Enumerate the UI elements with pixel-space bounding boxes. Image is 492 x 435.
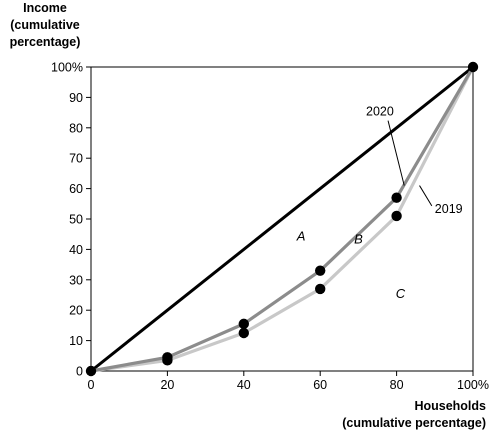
data-point-2020 [391,192,402,203]
x-tick-label: 0 [88,378,95,392]
data-point-2019 [238,327,249,339]
end-point [467,61,479,73]
x-axis-ticks: 0 20 40 60 80 100% [88,371,489,392]
data-point-2019 [315,283,326,295]
line-of-equality [90,65,474,373]
annotation-leader-2020 [387,120,405,186]
annotation-label-2019: 2019 [435,202,463,216]
series-line-2020 [90,66,475,373]
area-labels: A B C [296,228,406,301]
y-tick-label: 80 [69,121,83,135]
y-tick-label: 0 [76,365,83,379]
y-tick-label: 50 [69,213,83,227]
x-axis-label-line-1: Households [414,399,486,413]
x-axis-label-line-2: (cumulative percentage) [342,416,486,430]
y-tick-label: 100% [51,61,83,75]
annotation-leader-2019 [419,185,433,207]
y-tick-label: 20 [69,304,83,318]
annotation-label-2020: 2020 [366,105,394,119]
data-point-2019 [162,355,173,366]
annotations: 2020 2019 [366,105,463,216]
series-line-2019 [90,66,475,373]
x-tick-label: 60 [313,378,327,392]
x-axis-label: Households (cumulative percentage) [342,398,486,432]
y-tick-label: 30 [69,273,83,287]
y-tick-label: 70 [69,152,83,166]
x-tick-label: 100% [457,378,489,392]
plot-lines [85,61,479,377]
x-tick-label: 80 [390,378,404,392]
origin-point [85,365,97,377]
y-tick-label: 40 [69,243,83,257]
y-axis-label: Income (cumulative percentage) [0,0,90,51]
y-axis-label-line-1: Income [23,1,67,15]
y-tick-label: 10 [69,334,83,348]
area-label-A: A [296,228,306,243]
x-tick-label: 20 [160,378,174,392]
data-point-2019 [391,210,402,222]
y-tick-label: 60 [69,182,83,196]
y-axis-label-line-3: percentage) [9,35,81,49]
y-axis-label-line-2: (cumulative [10,18,80,32]
y-axis-ticks: 0 10 20 30 40 50 60 70 80 90 100% [51,61,91,379]
x-tick-label: 40 [237,378,251,392]
y-tick-label: 90 [69,91,83,105]
data-point-2020 [315,265,326,276]
area-label-B: B [354,231,363,246]
data-point-2020 [238,318,249,330]
area-label-C: C [396,286,406,301]
